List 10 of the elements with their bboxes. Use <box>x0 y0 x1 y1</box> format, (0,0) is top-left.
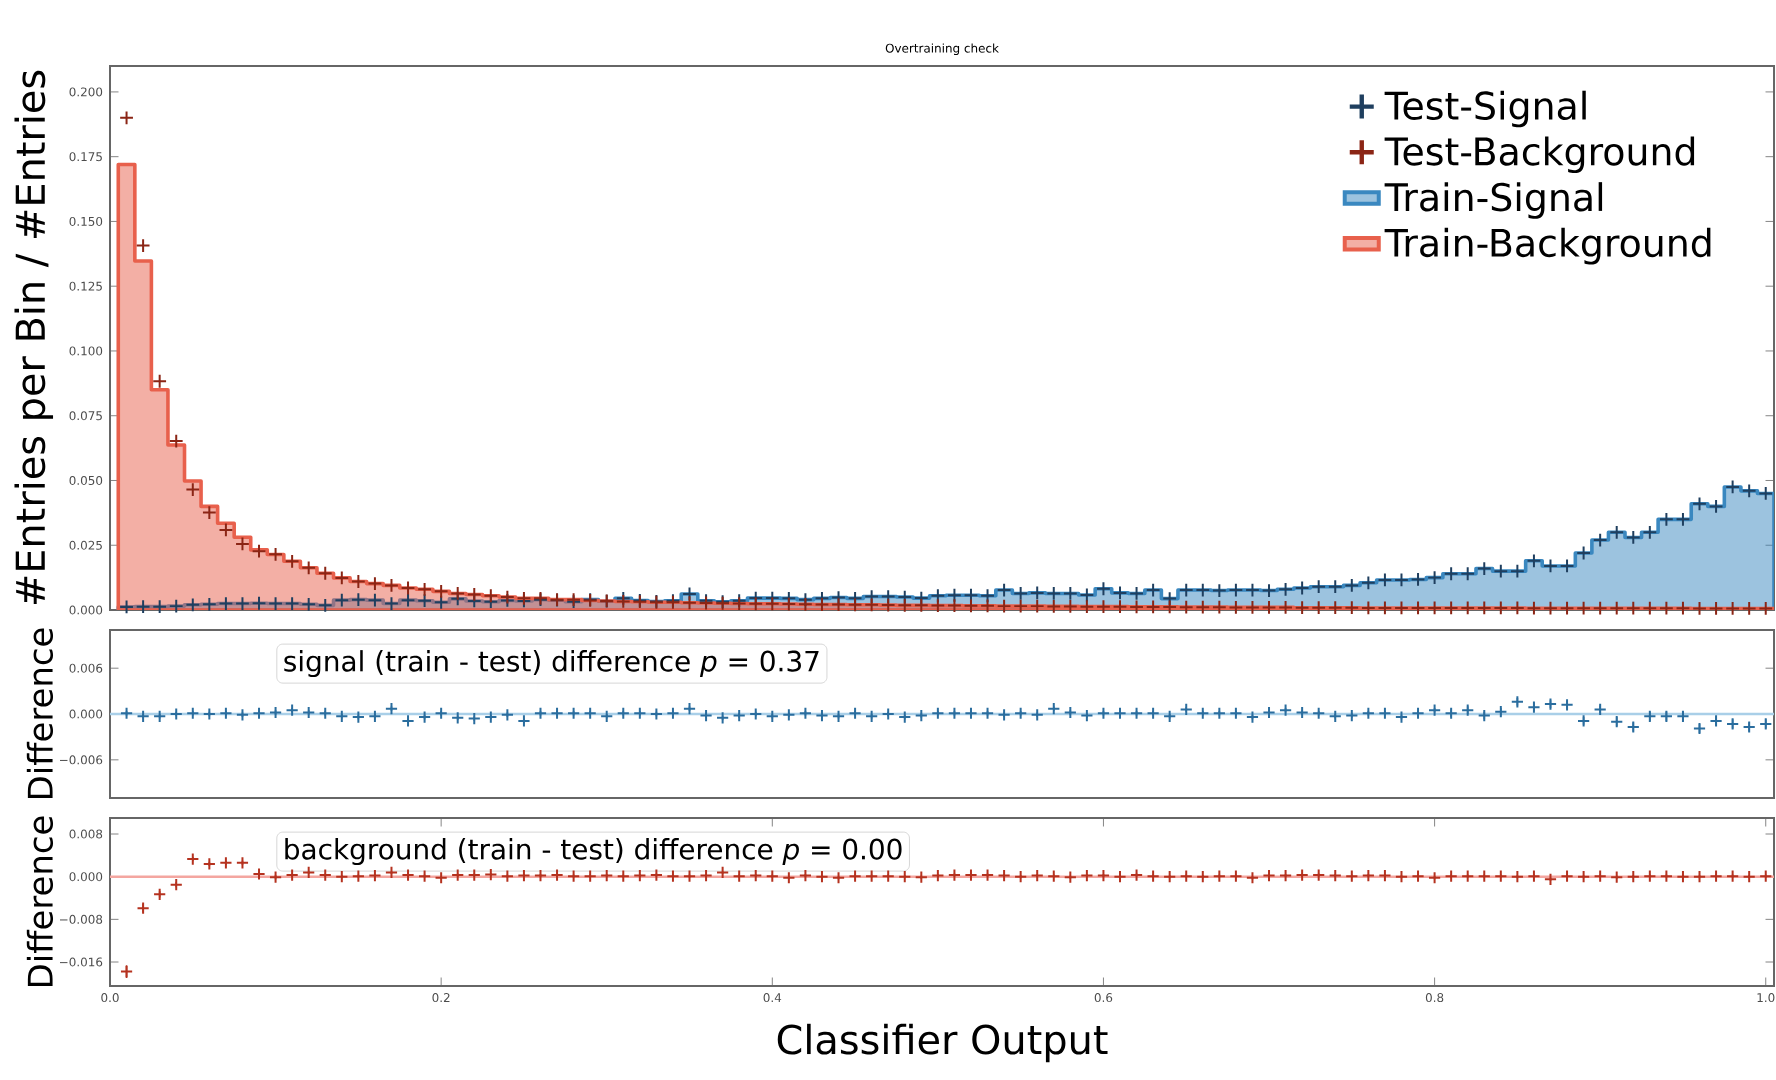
legend-label: Train-Signal <box>1384 182 1603 219</box>
y-axis-title: Difference <box>26 628 54 799</box>
annotation: background (train - test) difference p = 0.00 <box>285 838 902 866</box>
legend-label: Test-Signal <box>1384 90 1586 128</box>
annotation: signal (train - test) difference p = 0.37 <box>284 650 819 678</box>
legend-label: Test-Background <box>1384 136 1695 174</box>
legend-label: Train-Background <box>1384 227 1711 265</box>
y-axis-title: #Entries per Bin / #Entries <box>14 70 54 605</box>
y-axis-title: Difference <box>26 816 54 987</box>
x-axis-title: Classifier Output <box>777 1023 1108 1063</box>
